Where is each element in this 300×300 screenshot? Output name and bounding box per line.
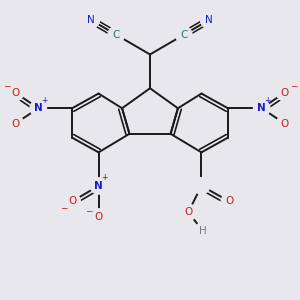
Text: O: O	[184, 207, 192, 217]
Text: −: −	[3, 82, 10, 91]
Circle shape	[64, 193, 80, 210]
Circle shape	[108, 26, 124, 43]
Circle shape	[7, 115, 24, 132]
Text: N: N	[94, 181, 103, 191]
Circle shape	[83, 12, 99, 28]
Text: O: O	[280, 118, 289, 128]
Text: O: O	[225, 196, 233, 206]
Circle shape	[90, 209, 107, 225]
Text: O: O	[11, 118, 20, 128]
Text: N: N	[34, 103, 43, 113]
Text: O: O	[11, 88, 20, 98]
Text: C: C	[180, 30, 188, 40]
Text: −: −	[59, 203, 67, 212]
Circle shape	[30, 100, 46, 116]
Text: +: +	[264, 95, 271, 104]
Text: −: −	[85, 207, 93, 216]
Circle shape	[276, 115, 293, 132]
Text: +: +	[41, 95, 47, 104]
Circle shape	[7, 84, 24, 101]
Circle shape	[201, 12, 217, 28]
Text: N: N	[257, 103, 266, 113]
Text: +: +	[101, 173, 108, 182]
Circle shape	[195, 223, 211, 239]
Text: −: −	[290, 82, 297, 91]
Circle shape	[180, 204, 196, 220]
Circle shape	[176, 26, 192, 43]
Text: O: O	[94, 212, 103, 222]
Text: C: C	[112, 30, 120, 40]
Text: O: O	[68, 196, 76, 206]
Circle shape	[254, 100, 270, 116]
Text: O: O	[280, 88, 289, 98]
Circle shape	[276, 84, 293, 101]
Circle shape	[193, 178, 210, 194]
Text: H: H	[199, 226, 207, 236]
Text: N: N	[205, 15, 213, 25]
Circle shape	[90, 178, 107, 194]
Text: N: N	[87, 15, 95, 25]
Circle shape	[221, 193, 238, 210]
